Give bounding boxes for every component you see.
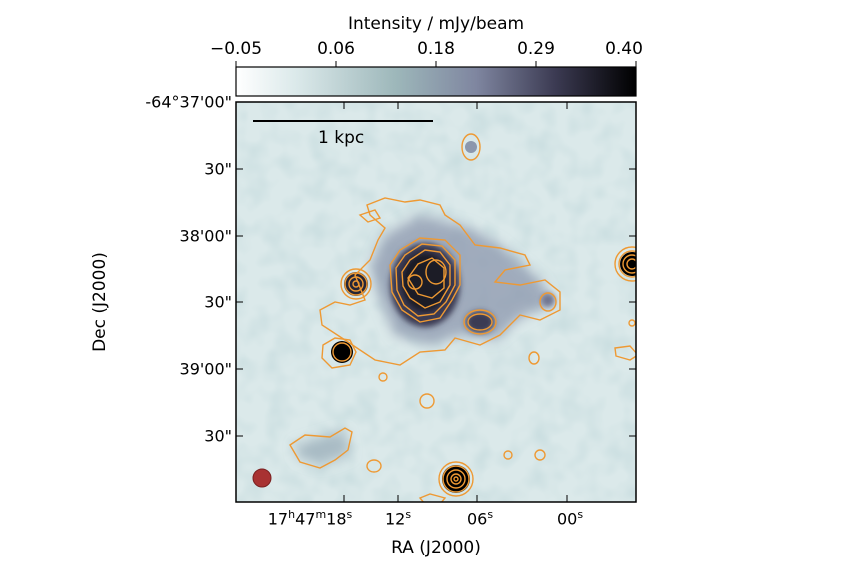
x-tick-label: 06s: [466, 508, 494, 529]
colorbar-tick-label: 0.29: [517, 39, 555, 59]
x-axis-title: RA (J2000): [391, 538, 481, 558]
colorbar-tick-label: −0.05: [209, 39, 263, 59]
x-tick-label: 12s: [384, 508, 412, 529]
point-source: [331, 341, 353, 363]
point-source: [344, 272, 368, 296]
colorbar: [235, 66, 637, 97]
point-source: [465, 141, 477, 153]
y-tick-label: 30": [204, 292, 232, 312]
y-tick-label: 30": [204, 426, 232, 446]
point-source: [442, 465, 470, 493]
y-tick-label: 39'00": [179, 359, 232, 379]
colorbar-tick-label: 0.18: [417, 39, 455, 59]
y-tick-label: 38'00": [179, 226, 232, 246]
scale-bar-label: 1 kpc: [318, 128, 365, 148]
axis-ticks: [236, 101, 636, 502]
colorbar-ticks: [235, 61, 637, 67]
beam-ellipse: [252, 468, 272, 488]
x-tick-label: 17h47m18s: [267, 508, 353, 529]
colorbar-tick-label: 0.06: [317, 39, 355, 59]
colorbar-tick-label: 0.40: [605, 39, 643, 59]
x-tick-label: 00s: [556, 508, 584, 529]
y-axis-title: Dec (J2000): [90, 252, 110, 352]
y-tick-label: 30": [204, 159, 232, 179]
contours: [289, 133, 636, 502]
point-source: [620, 252, 636, 276]
colorbar-title: Intensity / mJy/beam: [347, 14, 525, 34]
y-tick-label: -64°37'00": [145, 92, 232, 112]
radio-image: [236, 102, 636, 502]
